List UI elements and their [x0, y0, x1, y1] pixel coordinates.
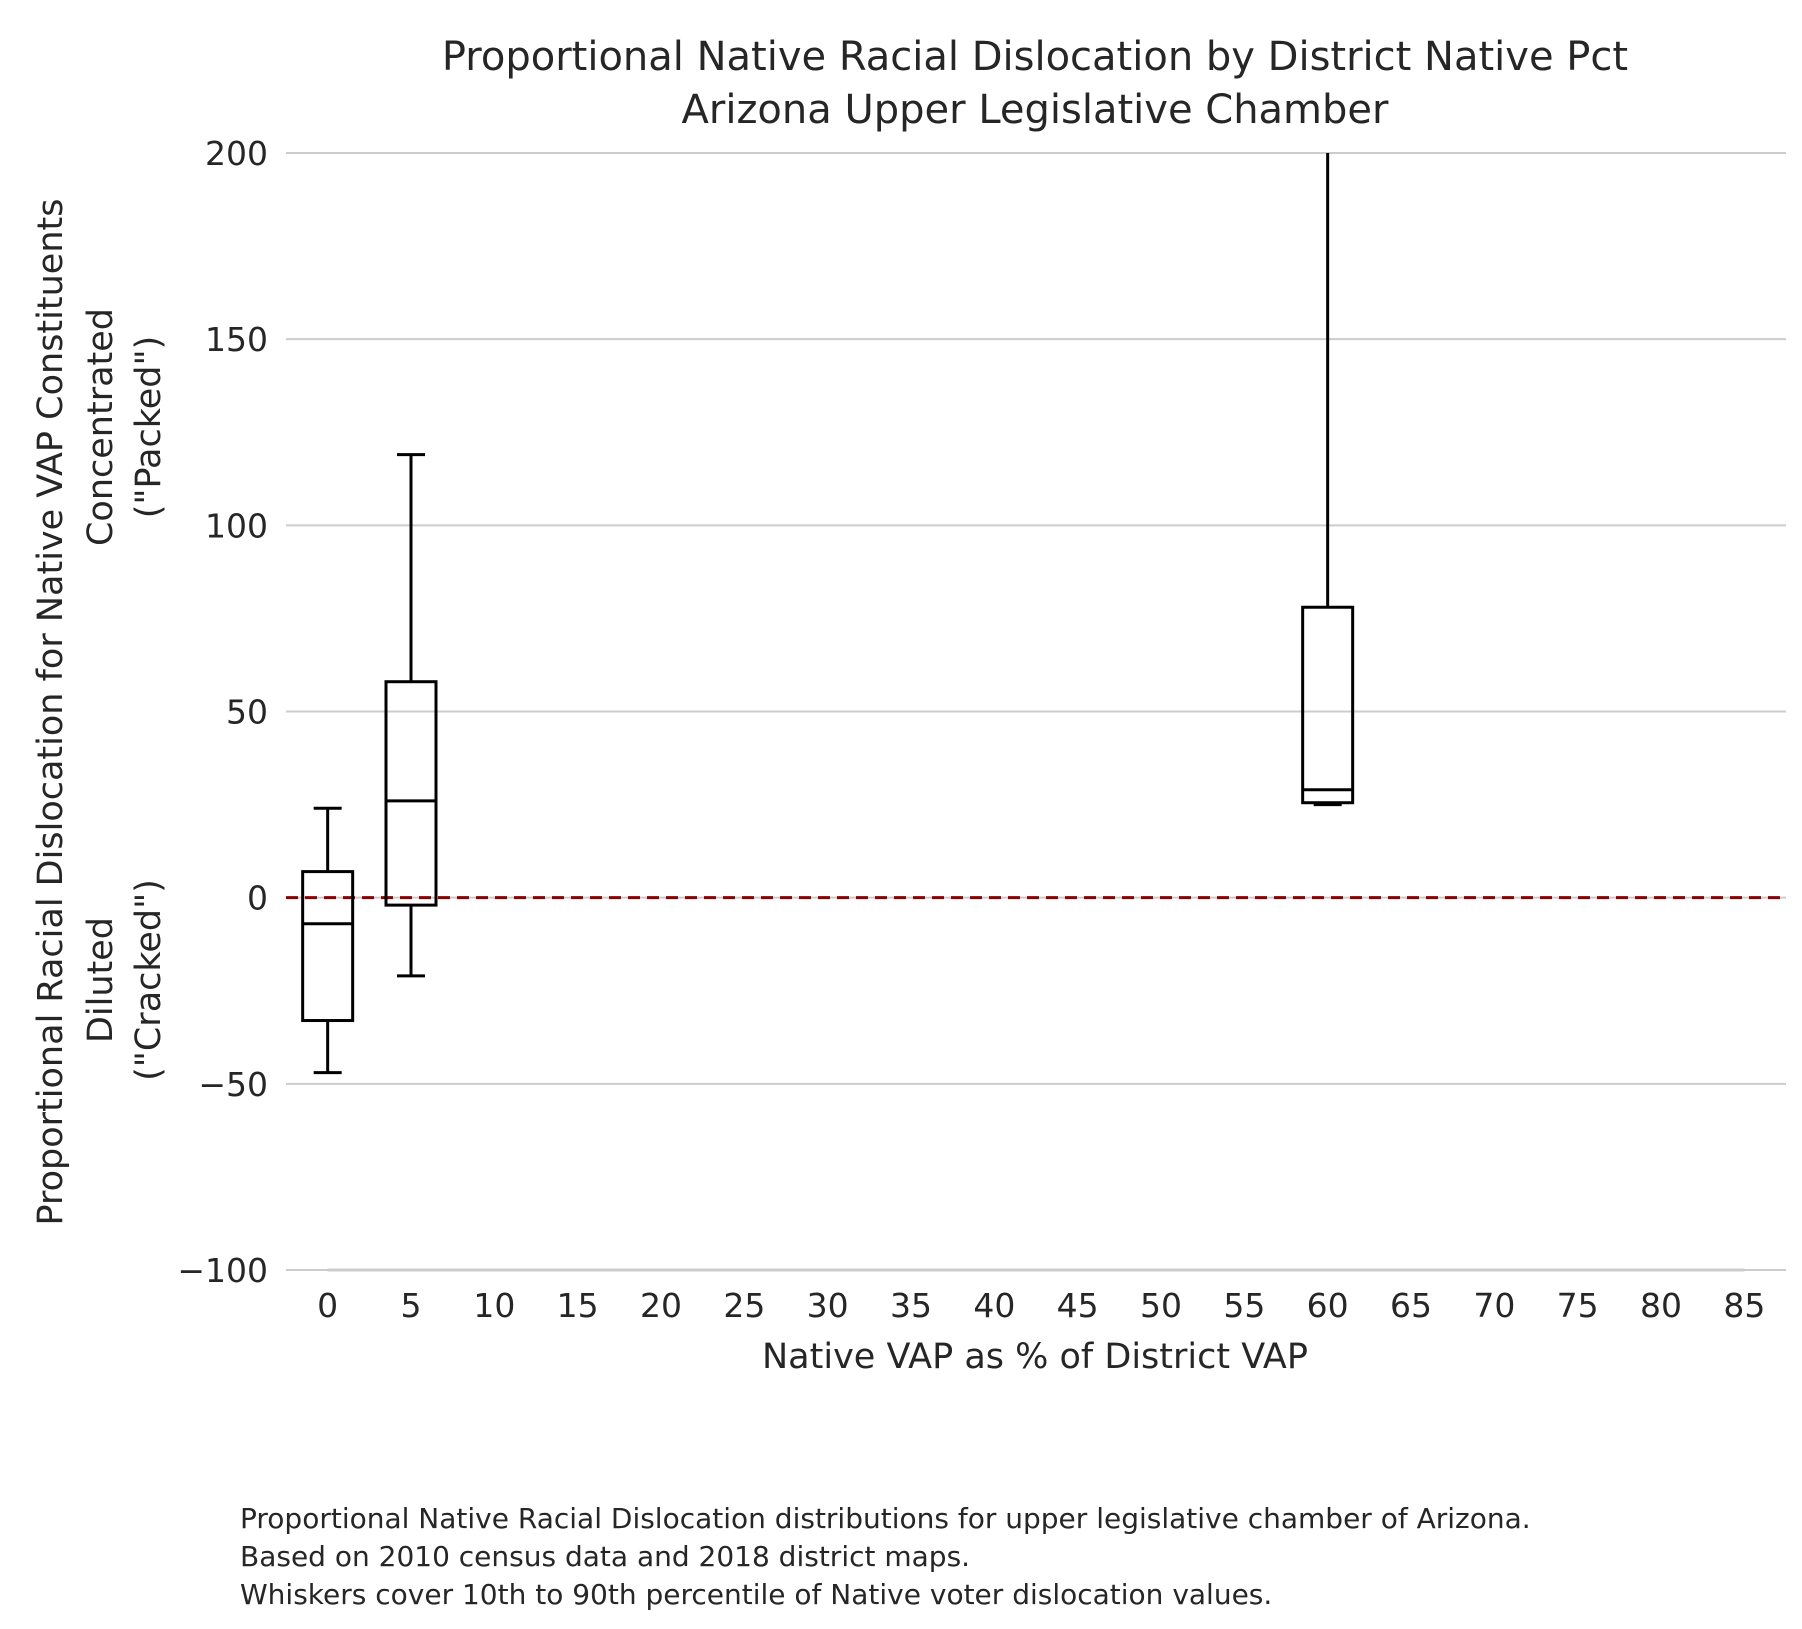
y-tick-labels: 200 150 100 50 0 −50 −100	[177, 134, 268, 1290]
x-tick-label: 85	[1723, 1286, 1765, 1325]
y-tick-label: 50	[226, 693, 268, 732]
y-axis-label-diluted: Diluted	[81, 917, 121, 1043]
box-plots	[301, 153, 1355, 1075]
y-axis-label-main: Proportional Racial Dislocation for Nati…	[31, 199, 71, 1226]
x-tick-label: 80	[1640, 1286, 1682, 1325]
x-tick-label: 55	[1223, 1286, 1265, 1325]
x-axis-label: Native VAP as % of District VAP	[762, 1337, 1308, 1377]
y-axis-label-concentrated: Concentrated	[81, 308, 121, 546]
box-plot	[301, 806, 355, 1075]
x-tick-label: 70	[1473, 1286, 1515, 1325]
box-iqr	[1301, 605, 1355, 805]
x-tick-labels: 0 5 10 15 20 25 30 35 40 45 50 55 60 65 70 75 80 85	[317, 1286, 1765, 1325]
x-tick-label: 0	[317, 1286, 338, 1325]
x-tick-label: 40	[973, 1286, 1015, 1325]
chart-title-line-1: Proportional Native Racial Dislocation b…	[442, 34, 1628, 80]
y-axis-label-packed-text: ("Packed")	[129, 336, 169, 519]
y-tick-label: 0	[247, 879, 268, 918]
y-tick-label: 100	[205, 506, 268, 545]
caption-line-2: Based on 2010 census data and 2018 distr…	[240, 1540, 970, 1573]
x-tick-label: 30	[807, 1286, 849, 1325]
x-tick-label: 60	[1307, 1286, 1349, 1325]
box-iqr	[384, 680, 438, 907]
x-tick-label: 75	[1557, 1286, 1599, 1325]
y-axis-label-cracked: Diluted ("Cracked")	[81, 879, 169, 1081]
y-axis-label: Proportional Racial Dislocation for Nati…	[31, 199, 71, 1226]
y-tick-label: 150	[205, 320, 268, 359]
y-tick-label: −50	[198, 1065, 268, 1104]
grid-lines	[286, 152, 1786, 1272]
x-tick-label: 35	[890, 1286, 932, 1325]
y-axis-label-packed: Concentrated ("Packed")	[81, 308, 169, 546]
x-tick-label: 20	[640, 1286, 682, 1325]
caption-line-1: Proportional Native Racial Dislocation d…	[240, 1502, 1531, 1535]
chart-title-line-2: Arizona Upper Legislative Chamber	[682, 87, 1390, 133]
box-plot	[384, 453, 438, 978]
x-tick-label: 45	[1057, 1286, 1099, 1325]
x-tick-label: 15	[557, 1286, 599, 1325]
y-tick-label: −100	[177, 1251, 268, 1290]
x-tick-label: 25	[723, 1286, 765, 1325]
caption-line-3: Whiskers cover 10th to 90th percentile o…	[240, 1578, 1272, 1611]
box-iqr	[301, 870, 355, 1023]
x-tick-label: 10	[473, 1286, 515, 1325]
x-tick-label: 65	[1390, 1286, 1432, 1325]
x-tick-label: 50	[1140, 1286, 1182, 1325]
box-plot	[1301, 153, 1355, 807]
y-tick-label: 200	[205, 134, 268, 173]
x-tick-label: 5	[401, 1286, 422, 1325]
y-axis-label-cracked-text: ("Cracked")	[129, 879, 169, 1081]
